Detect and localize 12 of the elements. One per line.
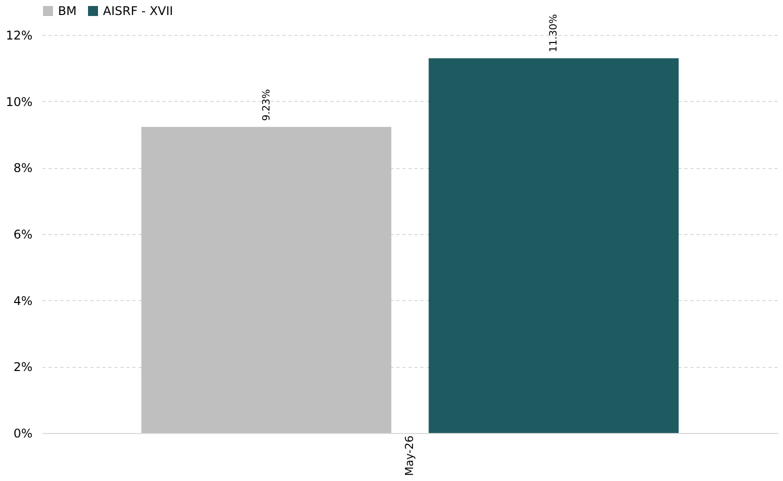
data-label: 9.23% [261, 89, 272, 121]
y-tick-label: 12% [6, 28, 32, 42]
y-tick-label: 8% [13, 161, 32, 176]
y-tick-label: 6% [13, 228, 32, 242]
x-tick-label: May-26 [403, 436, 416, 476]
y-tick-label: 4% [13, 294, 32, 308]
y-tick-label: 2% [13, 360, 32, 374]
legend-label: AISRF - XVII [103, 4, 174, 18]
y-tick-label: 10% [6, 94, 32, 109]
data-label: 11.30% [548, 14, 560, 52]
legend-label: BM [58, 4, 77, 18]
y-tick-label: 0% [13, 426, 32, 440]
